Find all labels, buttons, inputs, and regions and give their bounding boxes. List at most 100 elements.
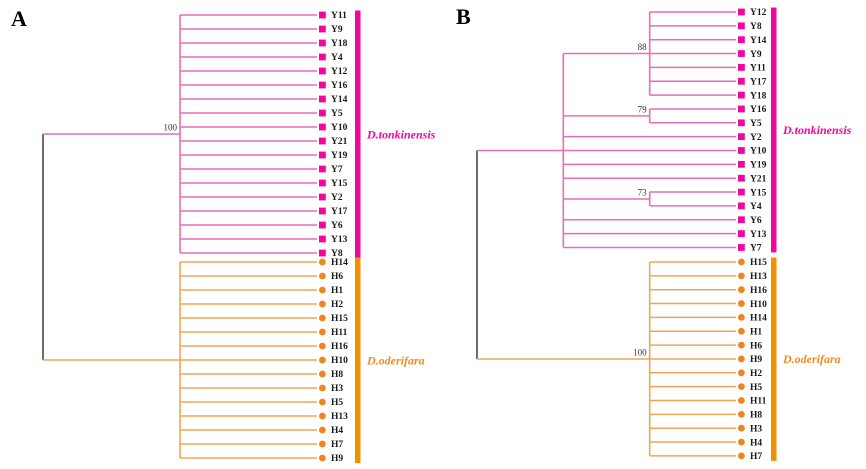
leaf-label: Y15 [331, 179, 348, 189]
leaf-label: H3 [750, 424, 762, 434]
leaf-marker-circle-icon [738, 314, 745, 321]
leaf-label: Y18 [750, 91, 767, 101]
leaf-marker-square-icon [738, 188, 745, 196]
leaf-label: H1 [331, 286, 343, 296]
leaf-label: H8 [331, 370, 343, 380]
leaf-label: Y16 [750, 105, 767, 115]
leaf-marker-square-icon [738, 50, 745, 57]
leaf-label: H13 [750, 272, 767, 282]
leaf-marker-circle-icon [738, 355, 745, 363]
leaf-marker-square-icon [738, 202, 745, 210]
leaf-marker-square-icon [738, 91, 745, 99]
panel-label-a: A [11, 6, 27, 31]
species-label: D.oderifara [782, 352, 841, 366]
leaf-marker-square-icon [319, 165, 326, 173]
leaf-label: Y13 [750, 230, 767, 240]
leaf-marker-circle-icon [319, 300, 326, 308]
leaf-label: Y19 [750, 161, 767, 171]
support-value: 79 [638, 104, 648, 114]
leaf-label: H5 [750, 383, 762, 393]
leaf-marker-circle-icon [319, 384, 326, 392]
leaf-label: H16 [331, 342, 348, 352]
leaf-label: H3 [331, 384, 343, 394]
leaf-label: Y6 [331, 221, 343, 231]
leaf-label: Y16 [331, 81, 348, 91]
leaf-label: H4 [331, 426, 343, 436]
support-value: 73 [638, 187, 648, 197]
leaf-marker-square-icon [319, 11, 326, 19]
leaf-label: Y5 [750, 119, 762, 129]
panel-A-tree: Y11 Y9 Y18 Y4 Y12 Y16 Y14 Y5 Y10 Y21 Y19 Y7 Y15 Y2 Y17… [42, 10, 436, 464]
leaf-marker-circle-icon [319, 258, 326, 266]
leaf-marker-circle-icon [738, 341, 745, 349]
species-label: D.oderifara [366, 353, 425, 367]
leaf-marker-circle-icon [319, 272, 326, 280]
leaf-marker-circle-icon [319, 328, 326, 336]
leaf-marker-circle-icon [738, 397, 745, 404]
leaf-label: Y15 [750, 188, 767, 198]
leaf-label: Y6 [750, 216, 762, 226]
leaf-marker-square-icon [738, 160, 745, 168]
leaf-label: H9 [750, 355, 762, 365]
leaf-marker-square-icon [319, 221, 326, 229]
support-value: 100 [164, 123, 178, 133]
leaf-marker-circle-icon [319, 398, 326, 406]
leaf-label: H13 [331, 412, 348, 422]
species-label: D.tonkinensis [782, 123, 852, 137]
leaf-marker-square-icon [319, 137, 326, 145]
leaf-label: Y7 [750, 244, 762, 254]
leaf-marker-square-icon [319, 123, 326, 131]
leaf-label: Y8 [331, 249, 343, 259]
leaf-label: Y9 [750, 50, 762, 60]
leaf-label: Y19 [331, 151, 348, 161]
leaf-label: H5 [331, 398, 343, 408]
leaf-marker-square-icon [738, 22, 745, 30]
leaf-label: Y17 [331, 207, 348, 217]
leaf-marker-square-icon [319, 53, 326, 61]
leaf-marker-square-icon [319, 25, 326, 33]
leaf-marker-square-icon [738, 133, 745, 141]
clade-bar [355, 257, 361, 463]
leaf-marker-circle-icon [319, 356, 326, 364]
leaf-label: Y11 [331, 11, 347, 21]
leaf-label: Y12 [750, 8, 767, 18]
leaf-marker-square-icon [319, 67, 326, 75]
leaf-marker-circle-icon [319, 314, 326, 322]
leaf-label: Y2 [331, 193, 343, 203]
leaf-marker-square-icon [738, 174, 745, 182]
leaf-label: Y7 [331, 165, 343, 175]
leaf-marker-circle-icon [319, 370, 326, 378]
leaf-marker-square-icon [738, 8, 745, 16]
leaf-marker-circle-icon [738, 410, 745, 418]
leaf-marker-square-icon [319, 95, 326, 103]
leaf-label: H7 [331, 440, 343, 450]
leaf-label: H6 [750, 341, 762, 351]
leaf-label: Y5 [331, 109, 343, 119]
leaf-marker-circle-icon [738, 383, 745, 391]
panel-B-tree: Y12 Y8 Y14 Y9 Y11 Y17 Y18 88 Y16 Y5 79 Y2 Y10 Y19 Y21 Y… [476, 7, 852, 462]
leaf-marker-square-icon [738, 36, 745, 44]
leaf-marker-circle-icon [319, 412, 326, 420]
support-value: 100 [633, 347, 647, 357]
leaf-marker-square-icon [738, 105, 745, 113]
leaf-label: H1 [750, 327, 762, 337]
leaf-marker-square-icon [319, 151, 326, 159]
leaf-label: Y18 [331, 39, 348, 49]
leaf-label: H9 [331, 454, 343, 464]
leaf-marker-circle-icon [319, 440, 326, 448]
leaf-marker-circle-icon [738, 286, 745, 294]
leaf-label: Y14 [750, 36, 767, 46]
leaf-label: Y13 [331, 235, 348, 245]
leaf-label: H8 [750, 411, 762, 421]
leaf-marker-square-icon [319, 179, 326, 187]
leaf-label: H7 [750, 452, 762, 462]
leaf-label: H10 [331, 356, 348, 366]
leaf-label: Y12 [331, 67, 348, 77]
leaf-label: H15 [750, 258, 767, 268]
species-label: D.tonkinensis [366, 127, 436, 141]
leaf-marker-square-icon [738, 77, 745, 85]
leaf-marker-square-icon [319, 249, 326, 257]
leaf-marker-circle-icon [738, 327, 745, 335]
